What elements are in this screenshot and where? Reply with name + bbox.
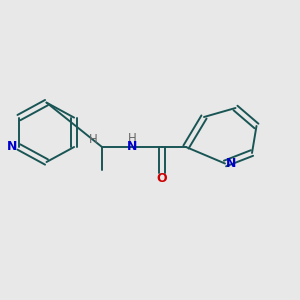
Text: N: N: [7, 140, 17, 154]
Text: H: H: [89, 133, 98, 146]
Text: N: N: [127, 140, 137, 154]
Text: H: H: [128, 131, 136, 145]
Text: O: O: [157, 172, 167, 185]
Text: N: N: [226, 157, 236, 170]
